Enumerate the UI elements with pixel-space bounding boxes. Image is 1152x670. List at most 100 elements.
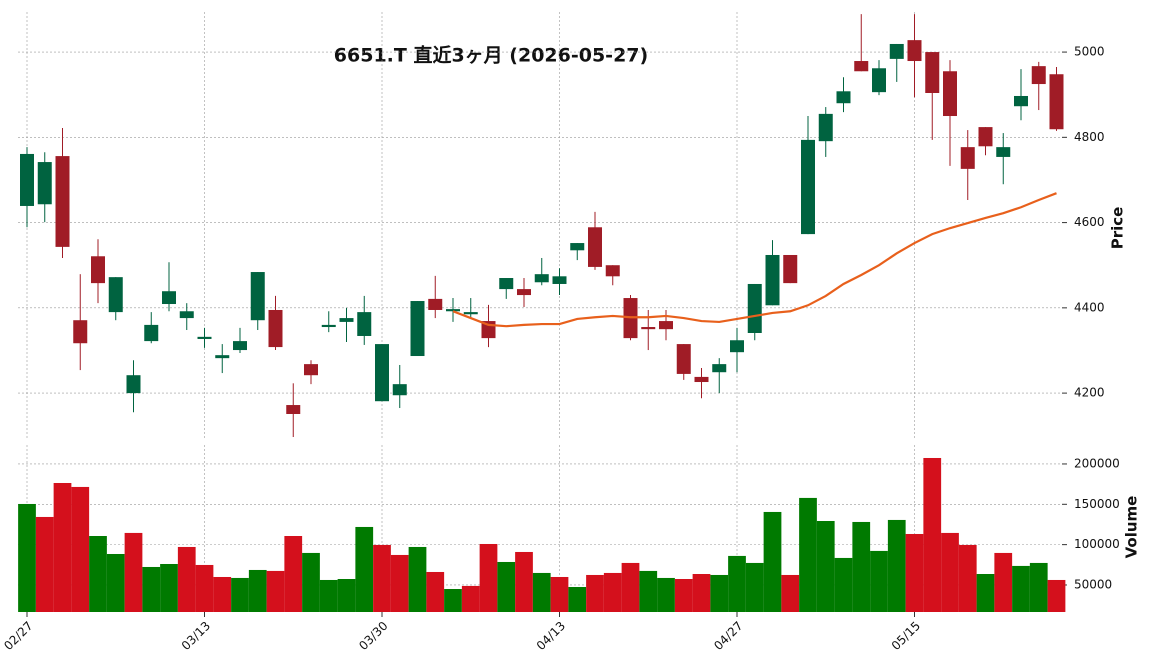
volume-axis-label: Volume [1123, 496, 1141, 559]
candle-body [375, 344, 389, 402]
candle-body [357, 312, 372, 336]
candle-body [996, 147, 1011, 157]
volume-bar [834, 557, 853, 612]
volume-bar [71, 486, 90, 612]
volume-bar [639, 570, 658, 612]
candle-body [179, 311, 194, 319]
candle-body [783, 254, 798, 284]
candle-body [144, 324, 159, 342]
volume-bar [53, 482, 72, 612]
candle-body [712, 364, 727, 373]
volume-bar [390, 554, 409, 612]
candle-body [250, 272, 265, 321]
candle-body [836, 91, 851, 104]
candle-body [605, 265, 620, 277]
volume-bar [195, 564, 214, 612]
candle-body [747, 283, 762, 333]
volume-bar [373, 544, 391, 612]
volume-bar [870, 550, 888, 612]
volume-bar [586, 574, 604, 612]
volume-bar [461, 585, 480, 612]
candle-body [943, 71, 957, 117]
candle-body [730, 340, 744, 353]
volume-bar [710, 574, 729, 612]
candle-body [925, 52, 940, 93]
x-tick-label: 03/30 [356, 619, 390, 653]
volume-bar [213, 576, 232, 612]
candle-body [570, 243, 585, 251]
volume-bar [124, 532, 143, 612]
candle-body [588, 227, 602, 267]
candle-body [73, 320, 88, 344]
volume-bar [781, 574, 800, 612]
volume-bar [745, 562, 764, 612]
volume-bar [532, 572, 551, 612]
volume-bar [160, 563, 178, 612]
candle-body [1049, 74, 1064, 130]
volume-bar [657, 577, 675, 612]
candle-body [91, 256, 105, 284]
volume-bar [89, 536, 107, 612]
y-tick-label: 200000 [1074, 456, 1120, 470]
y-tick-label: 4400 [1074, 300, 1105, 314]
volume-bar [692, 574, 711, 612]
candle-body [215, 355, 230, 359]
volume-bar [941, 532, 959, 612]
candle-body [854, 61, 869, 72]
volume-bar [976, 574, 995, 612]
volume-bar [728, 555, 746, 612]
candle-body [55, 156, 70, 247]
candle-body [428, 298, 443, 310]
y-tick-label: 50000 [1074, 577, 1112, 591]
candle-body [321, 324, 336, 328]
candle-body [233, 341, 247, 351]
candle-body [162, 291, 176, 305]
y-tick-label: 4800 [1074, 130, 1105, 144]
volume-bar [816, 520, 835, 612]
volume-bar [621, 562, 640, 612]
candle-body [534, 274, 549, 283]
volume-bar [302, 552, 320, 612]
candle-body [552, 276, 567, 284]
candle-body [20, 153, 34, 206]
volume-bar [142, 566, 161, 612]
candle-body [872, 68, 886, 93]
y-tick-label: 150000 [1074, 497, 1120, 511]
volume-bar [568, 586, 587, 612]
volume-bar [515, 551, 533, 612]
candle-body [818, 113, 833, 142]
candle-body [1031, 66, 1046, 85]
volume-bar [248, 569, 267, 612]
volume-bar [177, 546, 196, 612]
volume-bar [905, 533, 924, 612]
volume-bar [408, 546, 427, 612]
volume-bar [106, 553, 125, 612]
volume-bar [1012, 565, 1030, 612]
volume-bar [799, 497, 817, 612]
candle-body [978, 127, 993, 147]
volume-bar [958, 544, 977, 612]
volume-bar [231, 577, 249, 612]
volume-bar [426, 571, 445, 612]
candle-body [197, 336, 212, 339]
candle-body [694, 376, 709, 383]
candle-body [676, 344, 691, 374]
x-tick-label: 03/13 [179, 619, 213, 653]
x-tick-label: 04/13 [534, 619, 568, 653]
candle-body [286, 405, 301, 414]
moving-average-line [452, 192, 1057, 328]
volume-bar [674, 579, 693, 612]
candle-body [304, 364, 318, 376]
volume-bar [497, 561, 516, 612]
volume-bar [994, 552, 1013, 612]
volume-bar [1029, 562, 1048, 612]
candle-body [108, 277, 123, 313]
volume-bar [18, 503, 36, 612]
candle-body [410, 301, 425, 357]
candle-body [446, 309, 460, 312]
candle-body [463, 312, 478, 315]
volume-bar [319, 579, 338, 612]
candle-body [889, 43, 904, 59]
